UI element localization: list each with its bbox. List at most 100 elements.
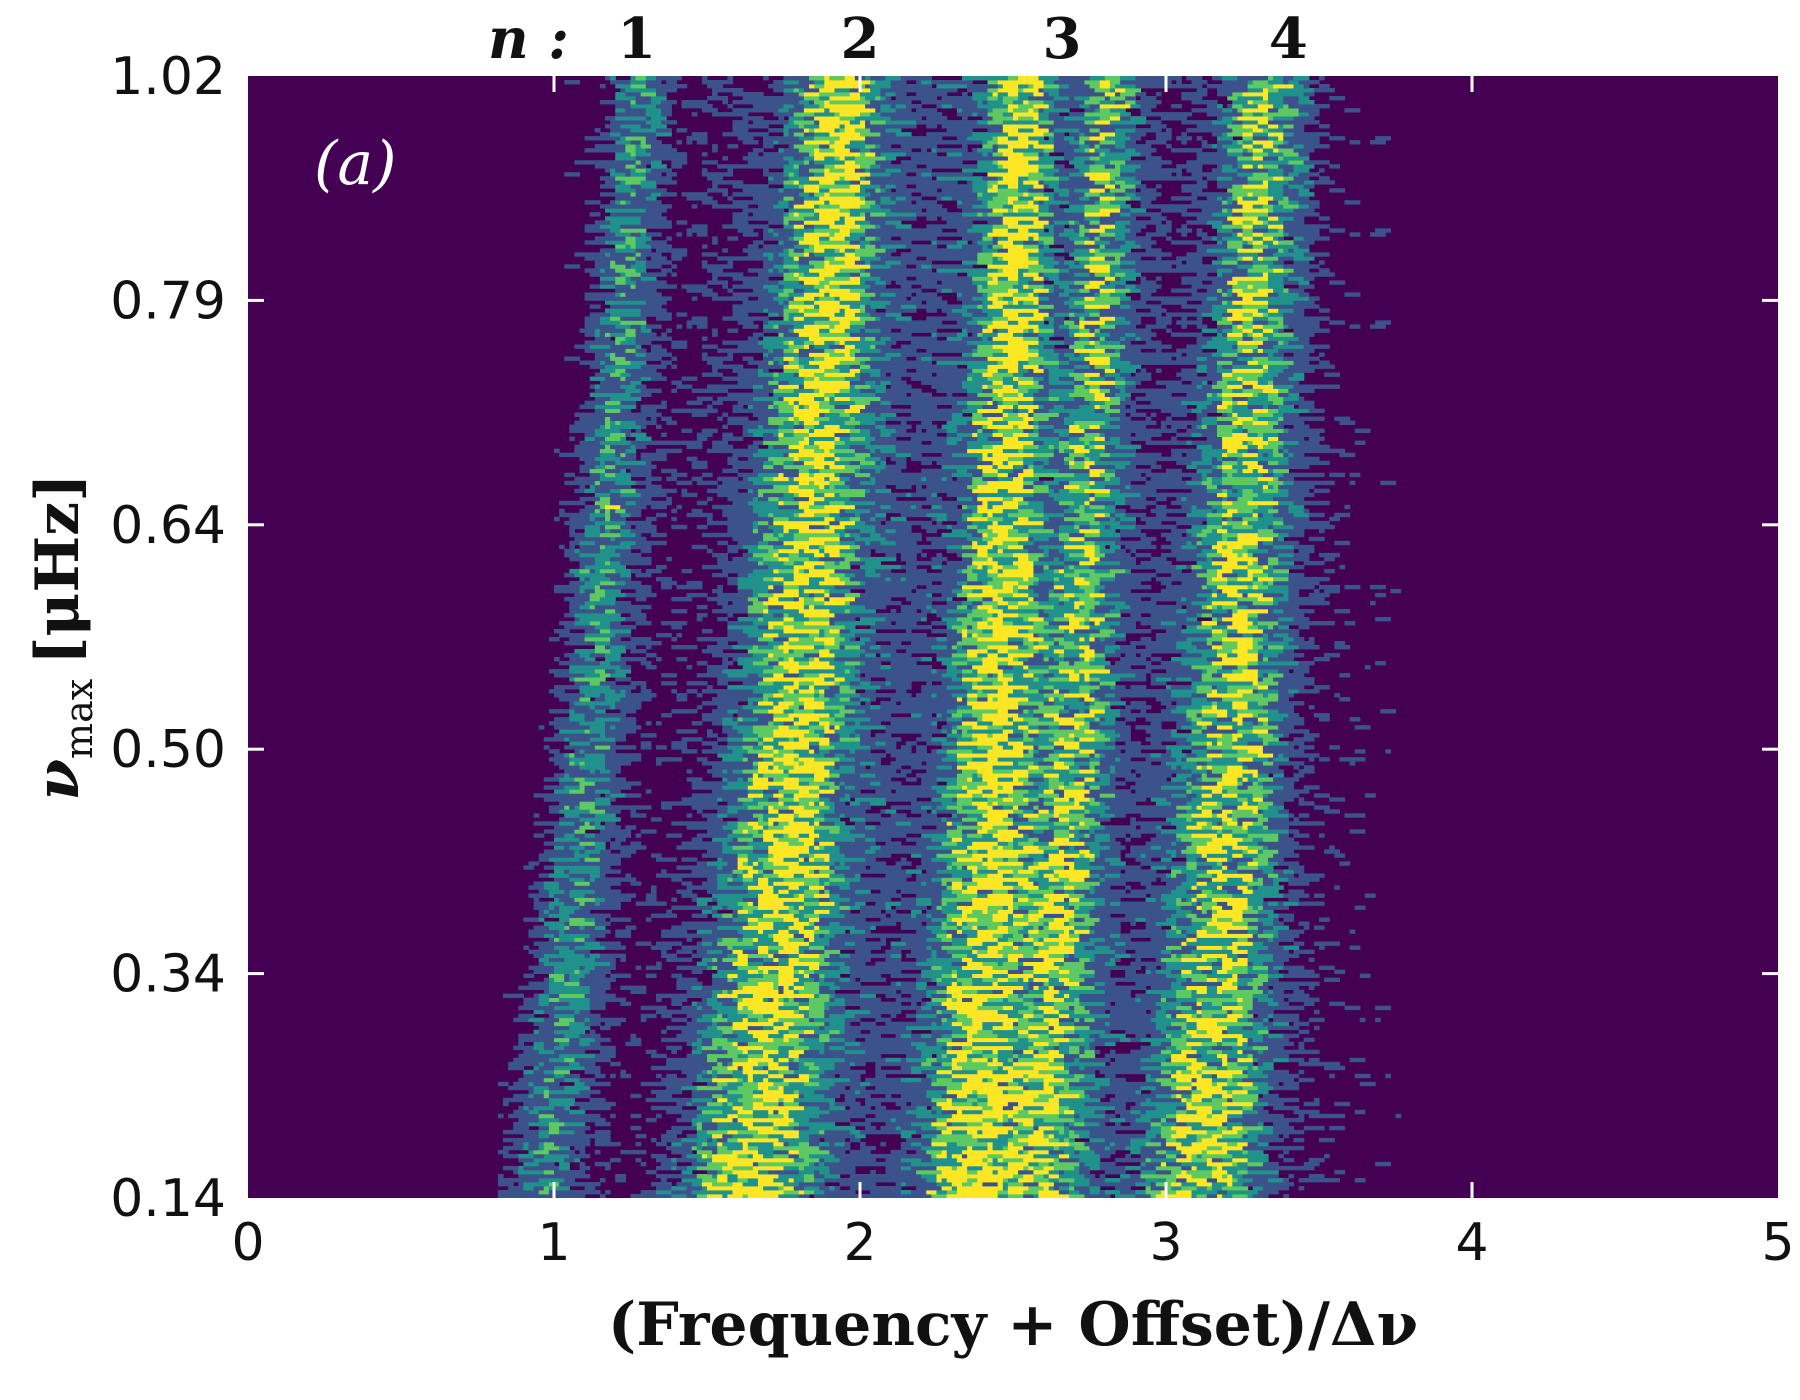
heatmap-cell <box>656 1073 662 1079</box>
heatmap-cell <box>1217 921 1233 926</box>
heatmap-cell <box>503 1165 519 1171</box>
heatmap-cell <box>1140 981 1157 987</box>
heatmap-cell <box>1023 1174 1029 1179</box>
heatmap-cell <box>987 1001 1004 1007</box>
heatmap-cell <box>956 985 968 991</box>
heatmap-cell <box>911 1161 922 1167</box>
heatmap-cell <box>1064 909 1075 914</box>
heatmap-cell <box>992 909 999 914</box>
heatmap-cell <box>1252 905 1259 910</box>
heatmap-cell <box>875 1005 881 1011</box>
heatmap-cell <box>814 937 830 942</box>
heatmap-cell <box>1247 1165 1264 1171</box>
heatmap-cell <box>1211 965 1223 971</box>
heatmap-cell <box>1125 969 1131 975</box>
heatmap-cell <box>1109 1141 1116 1147</box>
heatmap-cell <box>1074 1041 1080 1047</box>
heatmap-cell <box>1033 1174 1045 1179</box>
heatmap-cell <box>1242 1113 1259 1119</box>
heatmap-cell <box>870 1129 881 1135</box>
heatmap-cell <box>1201 1125 1218 1131</box>
heatmap-cell <box>972 1133 989 1139</box>
heatmap-cell <box>1222 929 1228 934</box>
heatmap-cell <box>599 1057 611 1063</box>
heatmap-cell <box>1354 1178 1366 1183</box>
heatmap-cell <box>1115 1137 1121 1143</box>
heatmap-cell <box>875 989 892 995</box>
heatmap-cell <box>997 1157 1004 1163</box>
heatmap-cell <box>1252 961 1259 967</box>
heatmap-cell <box>1150 1101 1167 1107</box>
heatmap-cell <box>916 985 927 991</box>
heatmap-cell <box>1206 1085 1223 1091</box>
heatmap-cell <box>594 1129 611 1135</box>
heatmap-cell <box>594 1149 601 1155</box>
heatmap-cell <box>1334 969 1346 975</box>
heatmap-cell <box>987 1065 999 1071</box>
heatmap-cell <box>1171 949 1182 955</box>
heatmap-cell <box>1140 1017 1152 1023</box>
heatmap-cell <box>640 1013 657 1019</box>
heatmap-cell <box>860 1001 871 1007</box>
heatmap-cell <box>1028 1073 1034 1079</box>
heatmap-cell <box>717 1190 734 1195</box>
heatmap-cell <box>661 1005 667 1011</box>
heatmap-cell <box>1028 933 1040 938</box>
heatmap-cell <box>967 1161 973 1167</box>
heatmap-cell <box>834 1053 851 1059</box>
heatmap-cell <box>793 1057 800 1063</box>
heatmap-cell <box>1227 913 1244 918</box>
heatmap-cell <box>916 1153 932 1159</box>
heatmap-cell <box>564 905 581 910</box>
heatmap-cell <box>564 953 575 959</box>
heatmap-cell <box>1176 909 1193 914</box>
heatmap-cell <box>1176 925 1187 930</box>
heatmap-cell <box>839 1190 856 1195</box>
heatmap-cell <box>717 1174 728 1179</box>
heatmap-cell <box>946 1025 963 1031</box>
heatmap-cell <box>1089 909 1101 914</box>
heatmap-cell <box>926 1133 938 1139</box>
heatmap-cell <box>1166 965 1182 971</box>
heatmap-cell <box>712 1109 723 1115</box>
heatmap-cell <box>814 1170 820 1175</box>
heatmap-cell <box>997 1182 1004 1187</box>
heatmap-cell <box>727 929 739 934</box>
heatmap-cell <box>1191 1178 1208 1183</box>
heatmap-cell <box>1084 1085 1101 1091</box>
heatmap-cell <box>610 1073 616 1079</box>
heatmap-cell <box>783 1073 800 1079</box>
heatmap-cell <box>1028 1186 1045 1191</box>
heatmap-cell <box>829 941 846 946</box>
heatmap-cell <box>1048 1057 1055 1063</box>
heatmap-cell <box>1150 1033 1167 1039</box>
heatmap-cell <box>992 965 999 971</box>
heatmap-cell <box>768 1170 785 1175</box>
heatmap-cell <box>1074 1145 1091 1151</box>
heatmap-cell <box>895 1161 912 1167</box>
heatmap-cell <box>793 1053 800 1059</box>
heatmap-cell <box>1048 985 1055 991</box>
heatmap-cell <box>1079 1025 1091 1031</box>
heatmap-cell <box>1155 921 1167 926</box>
heatmap-cell <box>533 1105 540 1111</box>
heatmap-cell <box>666 913 677 918</box>
heatmap-cell <box>1257 973 1269 979</box>
heatmap-cell <box>1227 1117 1244 1123</box>
heatmap-cell <box>1227 1129 1238 1135</box>
heatmap-cell <box>768 1033 785 1039</box>
heatmap-cell <box>1160 989 1177 995</box>
heatmap-cell <box>1048 1174 1060 1179</box>
heatmap-cell <box>865 1037 881 1043</box>
heatmap-cell <box>523 1165 535 1171</box>
heatmap-cell <box>676 1165 688 1171</box>
heatmap-cell <box>645 973 657 979</box>
heatmap-cell <box>758 1182 769 1187</box>
heatmap-cell <box>1125 1165 1142 1171</box>
heatmap-cell <box>1084 1089 1101 1095</box>
heatmap-cell <box>803 1037 810 1043</box>
heatmap-cell <box>1043 929 1050 934</box>
heatmap-cell <box>803 985 810 991</box>
heatmap-cell <box>554 937 560 942</box>
heatmap-cell <box>931 1021 938 1027</box>
